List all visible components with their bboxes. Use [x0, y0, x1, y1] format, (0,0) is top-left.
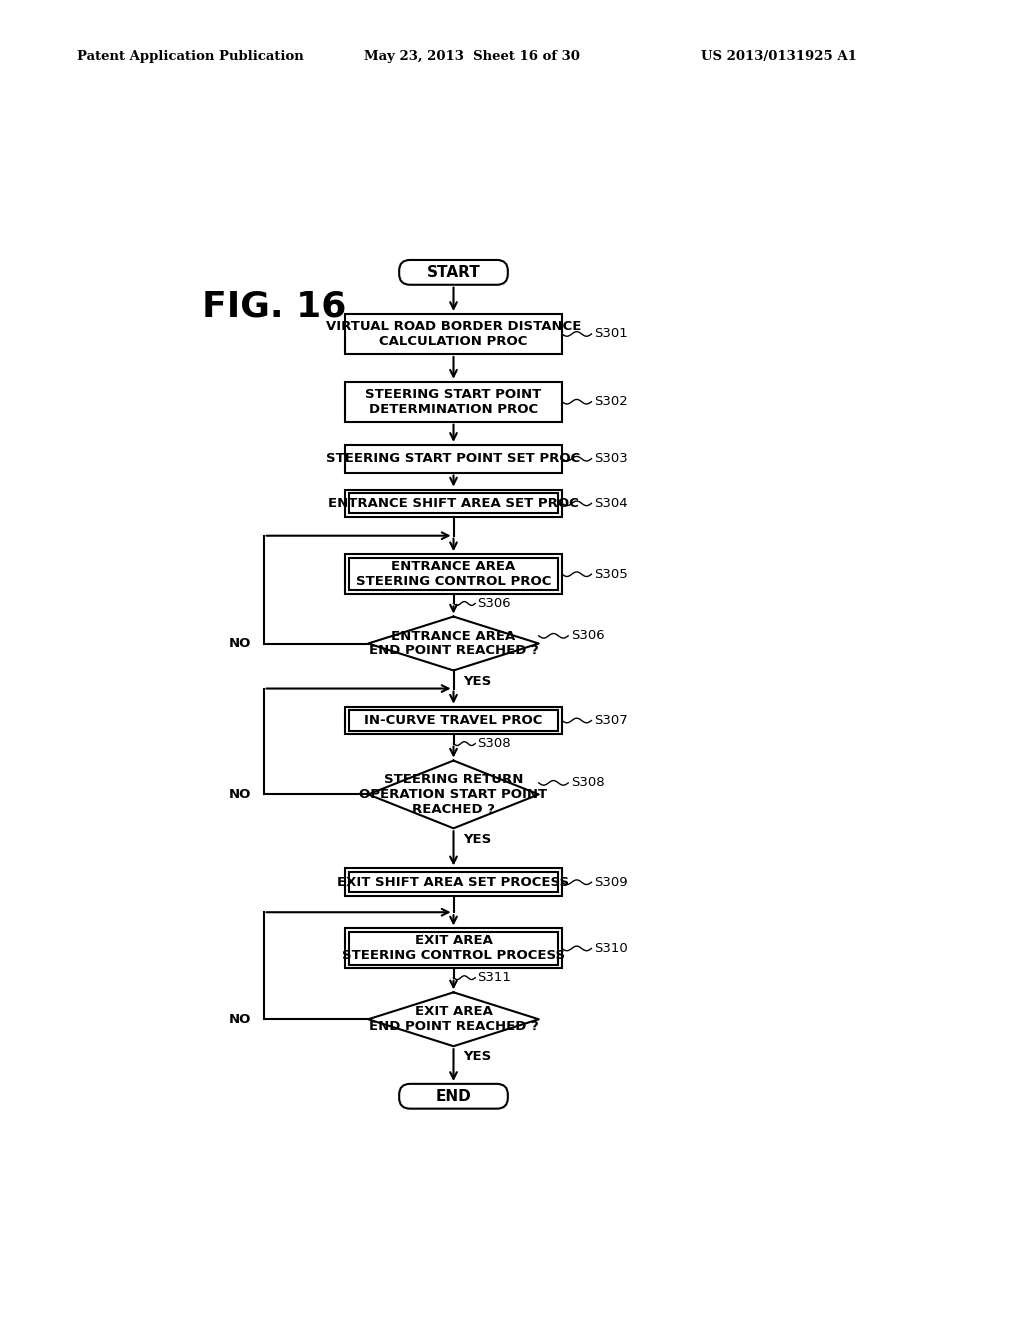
- Polygon shape: [369, 760, 539, 829]
- Text: EXIT AREA
STEERING CONTROL PROCESS: EXIT AREA STEERING CONTROL PROCESS: [342, 935, 565, 962]
- Text: S303: S303: [595, 453, 629, 465]
- Text: NO: NO: [228, 638, 251, 649]
- Text: S307: S307: [595, 714, 629, 727]
- Text: NO: NO: [228, 788, 251, 801]
- Bar: [349, 873, 558, 892]
- Bar: [345, 490, 562, 517]
- Bar: [349, 558, 558, 590]
- Text: STEERING START POINT SET PROC: STEERING START POINT SET PROC: [327, 453, 581, 465]
- Text: S304: S304: [595, 496, 628, 510]
- Text: Patent Application Publication: Patent Application Publication: [77, 50, 303, 63]
- Text: ENTRANCE AREA
STEERING CONTROL PROC: ENTRANCE AREA STEERING CONTROL PROC: [355, 560, 551, 589]
- Text: S302: S302: [595, 395, 629, 408]
- Text: May 23, 2013  Sheet 16 of 30: May 23, 2013 Sheet 16 of 30: [364, 50, 580, 63]
- Text: STEERING START POINT
DETERMINATION PROC: STEERING START POINT DETERMINATION PROC: [366, 388, 542, 416]
- Text: END: END: [435, 1089, 471, 1104]
- Text: YES: YES: [463, 833, 492, 846]
- Text: ENTRANCE AREA
END POINT REACHED ?: ENTRANCE AREA END POINT REACHED ?: [369, 630, 539, 657]
- Polygon shape: [369, 993, 539, 1047]
- Bar: [345, 381, 562, 422]
- Bar: [349, 932, 558, 965]
- Bar: [345, 445, 562, 473]
- Polygon shape: [369, 616, 539, 671]
- Bar: [349, 494, 558, 513]
- Text: STEERING RETURN
OPERATION START POINT
REACHED ?: STEERING RETURN OPERATION START POINT RE…: [359, 774, 548, 816]
- Text: S308: S308: [477, 737, 511, 750]
- Text: IN-CURVE TRAVEL PROC: IN-CURVE TRAVEL PROC: [365, 714, 543, 727]
- Text: FIG. 16: FIG. 16: [202, 289, 346, 323]
- FancyBboxPatch shape: [399, 260, 508, 285]
- Text: S310: S310: [595, 942, 629, 954]
- Text: S309: S309: [595, 875, 628, 888]
- Text: EXIT SHIFT AREA SET PROCESS: EXIT SHIFT AREA SET PROCESS: [338, 875, 569, 888]
- Text: YES: YES: [463, 1051, 492, 1064]
- Text: S306: S306: [477, 597, 511, 610]
- Bar: [345, 706, 562, 734]
- Text: VIRTUAL ROAD BORDER DISTANCE
CALCULATION PROC: VIRTUAL ROAD BORDER DISTANCE CALCULATION…: [326, 319, 582, 348]
- Text: US 2013/0131925 A1: US 2013/0131925 A1: [701, 50, 857, 63]
- Text: S311: S311: [477, 972, 511, 985]
- Bar: [345, 869, 562, 896]
- Bar: [345, 554, 562, 594]
- FancyBboxPatch shape: [399, 1084, 508, 1109]
- Text: S305: S305: [595, 568, 629, 581]
- Text: START: START: [427, 265, 480, 280]
- Text: ENTRANCE SHIFT AREA SET PROC: ENTRANCE SHIFT AREA SET PROC: [328, 496, 579, 510]
- Bar: [349, 710, 558, 730]
- Text: EXIT AREA
END POINT REACHED ?: EXIT AREA END POINT REACHED ?: [369, 1006, 539, 1034]
- Bar: [345, 928, 562, 969]
- Text: NO: NO: [228, 1012, 251, 1026]
- Text: YES: YES: [463, 675, 492, 688]
- Text: S301: S301: [595, 327, 629, 341]
- Bar: [345, 314, 562, 354]
- Text: S308: S308: [571, 776, 605, 789]
- Text: S306: S306: [571, 630, 605, 643]
